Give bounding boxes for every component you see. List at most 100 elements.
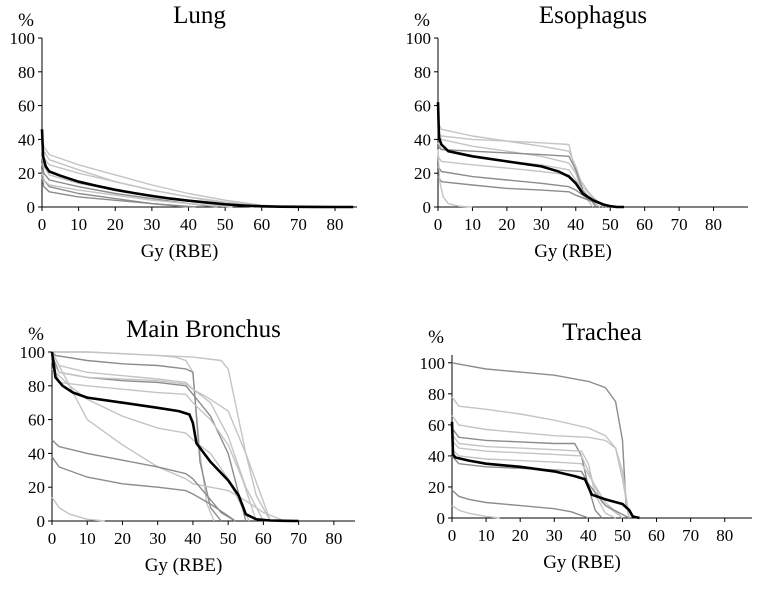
median-dvh-line: [450, 421, 640, 520]
chart-title: Esophagus: [539, 2, 647, 29]
patient-dvh-line: [451, 427, 603, 519]
x-tick-label: 50: [217, 215, 234, 234]
patient-dvh-line: [51, 496, 105, 522]
x-tick-label: 0: [448, 526, 457, 545]
y-tick-label: 20: [414, 164, 431, 183]
x-tick-label: 30: [546, 526, 563, 545]
y-tick-label: 0: [423, 198, 432, 217]
y-tick-label: 60: [428, 416, 445, 435]
patient-dvh-line: [51, 351, 285, 522]
x-tick-label: 10: [79, 529, 96, 548]
x-tick-label: 70: [671, 215, 688, 234]
patient-dvh-line: [41, 173, 233, 208]
x-tick-label: 60: [253, 215, 270, 234]
y-tick-label: 40: [414, 130, 431, 149]
y-tick-label: 100: [406, 29, 432, 48]
x-tick-label: 60: [255, 529, 272, 548]
x-tick-label: 80: [327, 215, 344, 234]
x-tick-label: 50: [220, 529, 237, 548]
x-tick-label: 0: [434, 215, 443, 234]
median-dvh-line: [50, 351, 299, 523]
y-tick-label: 100: [420, 354, 446, 373]
patient-dvh-line: [41, 142, 255, 208]
y-tick-label: 0: [37, 512, 46, 531]
x-tick-label: 60: [648, 526, 665, 545]
patient-dvh-line: [51, 351, 265, 522]
y-tick-label: 60: [18, 97, 35, 116]
y-tick-label: 40: [28, 444, 45, 463]
x-tick-label: 40: [180, 215, 197, 234]
patient-dvh-line: [451, 439, 623, 519]
y-tick-label: 80: [18, 63, 35, 82]
x-tick-label: 0: [38, 215, 47, 234]
patient-dvh-line: [437, 149, 473, 208]
x-tick-label: 10: [478, 526, 495, 545]
y-tick-label: 60: [414, 97, 431, 116]
x-tick-label: 40: [580, 526, 597, 545]
patient-dvh-line: [52, 351, 272, 522]
x-tick-label: 70: [682, 526, 699, 545]
x-tick-label: 30: [149, 529, 166, 548]
panel-trachea: Trachea% Gy (RBE) 0 10 20 30 40 50 60 70 80 0 20 40 60…: [420, 319, 752, 573]
y-tick-label: 0: [437, 509, 446, 528]
patient-dvh-line: [51, 456, 236, 522]
y-axis-label: %: [28, 324, 44, 345]
x-tick-label: 10: [70, 215, 87, 234]
patient-dvh-line: [51, 360, 257, 522]
x-tick-label: 70: [290, 529, 307, 548]
x-tick-label: 60: [636, 215, 653, 234]
patient-dvh-line: [51, 439, 236, 522]
patient-dvh-line: [41, 176, 189, 208]
patient-dvh-line: [451, 505, 500, 519]
chart-title: Trachea: [562, 319, 642, 346]
median-dvh-line: [436, 102, 624, 209]
x-tick-label: 20: [114, 529, 131, 548]
patient-dvh-line: [51, 360, 272, 522]
x-tick-label: 50: [614, 526, 631, 545]
y-axis-label: %: [414, 10, 430, 31]
y-tick-label: 20: [28, 478, 45, 497]
x-tick-label: 30: [533, 215, 550, 234]
y-axis-label: %: [428, 327, 444, 348]
x-tick-label: 40: [184, 529, 201, 548]
x-axis-label: Gy (RBE): [534, 241, 612, 262]
x-tick-label: 80: [716, 526, 733, 545]
patient-dvh-line: [437, 166, 611, 208]
panel-esophagus: Esophagus% Gy (RBE) 0 10 20 30 40 50 60 70 80 0 20 40…: [406, 2, 748, 262]
patient-dvh-line: [41, 135, 292, 208]
x-tick-label: 40: [567, 215, 584, 234]
x-tick-label: 20: [498, 215, 515, 234]
x-tick-label: 10: [464, 215, 481, 234]
x-tick-label: 80: [705, 215, 722, 234]
x-tick-label: 0: [48, 529, 57, 548]
y-axis-label: %: [18, 10, 34, 31]
x-axis-label: Gy (RBE): [141, 241, 219, 262]
x-tick-label: 30: [143, 215, 160, 234]
y-tick-label: 40: [428, 447, 445, 466]
patient-dvh-line: [41, 149, 270, 208]
patient-dvh-line: [437, 145, 597, 208]
panel-lung: Lung% Gy (RBE) 0 10 20 30 40 50 60 70 80 0 20 40 60 80 1…: [10, 2, 357, 262]
y-tick-label: 80: [428, 385, 445, 404]
patient-dvh-line: [451, 489, 589, 519]
x-tick-label: 20: [107, 215, 124, 234]
x-tick-label: 20: [512, 526, 529, 545]
x-axis-label: Gy (RBE): [145, 555, 223, 576]
median-dvh-line: [40, 129, 354, 209]
y-tick-label: 60: [28, 411, 45, 430]
patient-dvh-line: [437, 176, 618, 208]
chart-title: Main Bronchus: [126, 316, 281, 343]
x-tick-label: 50: [602, 215, 619, 234]
x-axis-label: Gy (RBE): [543, 552, 621, 573]
y-tick-label: 20: [428, 478, 445, 497]
patient-dvh-line: [451, 362, 630, 519]
patient-dvh-line: [437, 129, 604, 208]
y-tick-label: 80: [28, 377, 45, 396]
y-tick-label: 100: [20, 343, 46, 362]
y-tick-label: 80: [414, 63, 431, 82]
patient-dvh-line: [451, 396, 630, 519]
x-tick-label: 70: [290, 215, 307, 234]
chart-title: Lung: [173, 2, 226, 29]
